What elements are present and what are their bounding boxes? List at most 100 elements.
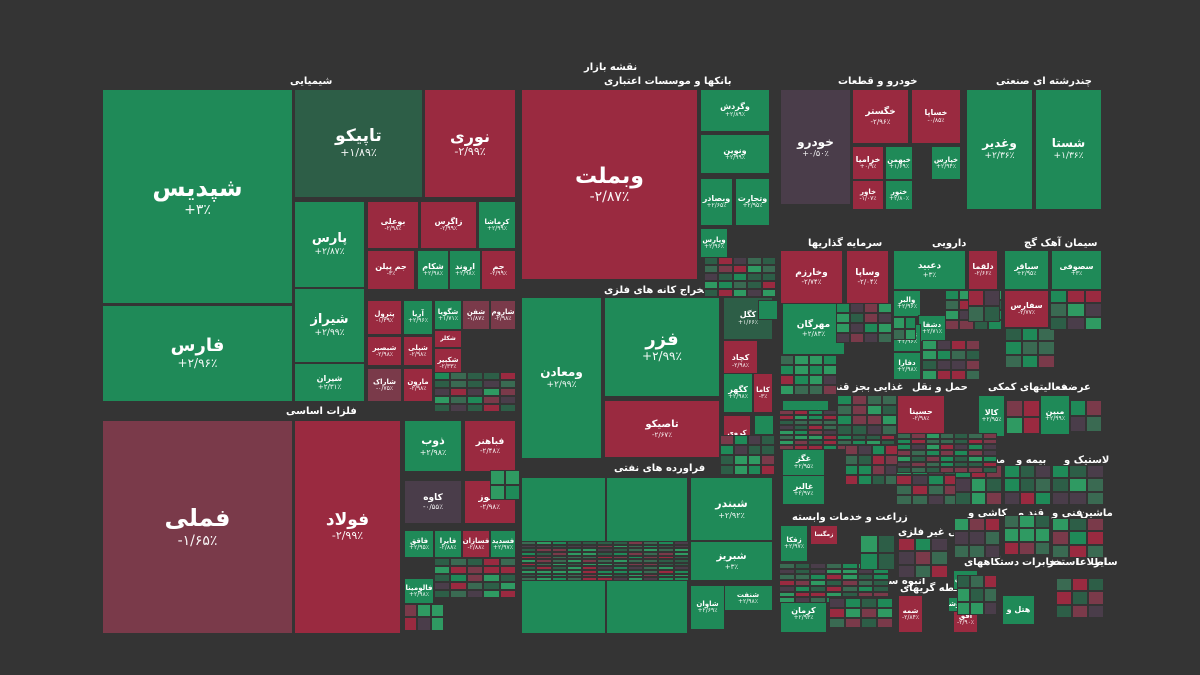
- stock-tile[interactable]: [732, 289, 748, 297]
- stock-tile[interactable]: دعبید +۳٪: [893, 250, 966, 290]
- stock-tile[interactable]: [536, 555, 552, 560]
- stock-tile[interactable]: [861, 618, 877, 628]
- stock-tile[interactable]: [779, 435, 794, 440]
- stock-tile[interactable]: [566, 573, 583, 578]
- stock-tile[interactable]: [897, 433, 912, 439]
- stock-tile[interactable]: [936, 340, 951, 350]
- stock-tile[interactable]: [1072, 591, 1088, 605]
- stock-tile[interactable]: [936, 360, 951, 370]
- stock-tile[interactable]: [1088, 604, 1104, 618]
- stock-tile[interactable]: [747, 465, 762, 475]
- stock-tile[interactable]: [808, 410, 823, 415]
- stock-tile[interactable]: [627, 559, 644, 563]
- stock-tile[interactable]: [1021, 328, 1039, 342]
- stock-tile[interactable]: [733, 435, 748, 445]
- stock-tile[interactable]: [483, 372, 500, 380]
- stock-tile[interactable]: [450, 380, 467, 388]
- stock-tile[interactable]: [780, 365, 795, 375]
- stock-tile[interactable]: [1004, 465, 1020, 479]
- stock-tile[interactable]: [984, 531, 1000, 545]
- stock-tile[interactable]: [521, 562, 537, 567]
- stock-tile[interactable]: [845, 618, 861, 628]
- stock-tile[interactable]: [566, 570, 583, 574]
- stock-tile[interactable]: [747, 455, 762, 465]
- stock-tile[interactable]: [911, 455, 926, 462]
- stock-tile[interactable]: [450, 582, 467, 590]
- stock-tile[interactable]: [1050, 303, 1068, 317]
- stock-tile[interactable]: [793, 415, 808, 420]
- stock-tile[interactable]: [841, 580, 858, 586]
- stock-tile[interactable]: [450, 558, 467, 566]
- stock-tile[interactable]: [673, 570, 689, 574]
- stock-tile[interactable]: [982, 444, 997, 451]
- stock-tile[interactable]: [925, 450, 940, 456]
- stock-tile[interactable]: [982, 450, 997, 456]
- stock-tile[interactable]: [658, 562, 674, 567]
- stock-tile[interactable]: [867, 425, 882, 435]
- stock-tile[interactable]: [793, 425, 808, 430]
- stock-tile[interactable]: [810, 591, 827, 598]
- stock-tile[interactable]: [1006, 417, 1023, 434]
- stock-tile[interactable]: [551, 570, 567, 574]
- stock-tile[interactable]: [643, 544, 659, 549]
- stock-tile[interactable]: [857, 585, 874, 592]
- stock-tile[interactable]: [732, 257, 748, 265]
- stock-tile[interactable]: خبهمن +۱/۶۹٪: [885, 146, 913, 180]
- stock-tile[interactable]: [866, 435, 881, 440]
- stock-tile[interactable]: [1034, 541, 1050, 555]
- stock-tile[interactable]: [957, 588, 971, 602]
- stock-tile[interactable]: [1004, 478, 1020, 492]
- stock-tile[interactable]: [922, 340, 937, 350]
- stock-tile[interactable]: [852, 415, 867, 425]
- stock-tile[interactable]: [536, 566, 552, 571]
- stock-tile[interactable]: [434, 388, 451, 396]
- stock-tile[interactable]: [718, 257, 733, 265]
- stock-tile[interactable]: [566, 541, 583, 545]
- stock-tile[interactable]: [718, 281, 733, 289]
- stock-tile[interactable]: [826, 563, 842, 569]
- stock-tile[interactable]: [954, 518, 970, 532]
- stock-tile[interactable]: [837, 405, 852, 415]
- stock-tile[interactable]: [880, 440, 895, 445]
- stock-tile[interactable]: [597, 570, 613, 574]
- stock-tile[interactable]: [1050, 290, 1068, 304]
- stock-tile[interactable]: [566, 566, 583, 571]
- stock-tile[interactable]: [970, 478, 987, 492]
- stock-tile[interactable]: [1019, 541, 1035, 555]
- stock-tile[interactable]: [794, 568, 811, 575]
- stock-tile[interactable]: [936, 350, 951, 360]
- stock-tile[interactable]: [582, 573, 598, 578]
- stock-tile[interactable]: [718, 265, 733, 273]
- stock-tile[interactable]: سفارس -۲/۷۷٪: [1004, 290, 1049, 328]
- stock-tile[interactable]: [704, 273, 719, 281]
- stock-tile[interactable]: شستا +۱/۳۶٪: [1035, 89, 1102, 210]
- stock-tile[interactable]: [861, 608, 877, 618]
- stock-tile[interactable]: [794, 574, 811, 581]
- stock-tile[interactable]: [955, 478, 971, 492]
- stock-tile[interactable]: [404, 604, 418, 618]
- stock-tile[interactable]: [658, 573, 674, 578]
- stock-tile[interactable]: [643, 573, 659, 578]
- stock-tile[interactable]: [551, 559, 567, 563]
- stock-tile[interactable]: [982, 461, 997, 468]
- stock-tile[interactable]: [521, 566, 537, 571]
- stock-tile[interactable]: [877, 535, 895, 553]
- stock-tile[interactable]: [983, 575, 997, 589]
- stock-tile[interactable]: [945, 310, 960, 320]
- stock-tile[interactable]: [1067, 316, 1085, 330]
- stock-tile[interactable]: وتجارت +۲/۹۵٪: [735, 178, 770, 226]
- stock-tile[interactable]: [627, 570, 644, 574]
- stock-tile[interactable]: [873, 574, 889, 581]
- stock-tile[interactable]: [658, 541, 674, 545]
- stock-tile[interactable]: [1086, 544, 1104, 558]
- stock-tile[interactable]: [877, 598, 893, 608]
- stock-tile[interactable]: [658, 548, 674, 552]
- stock-tile[interactable]: [793, 440, 808, 445]
- stock-tile[interactable]: [627, 541, 644, 545]
- stock-tile[interactable]: [673, 555, 689, 560]
- stock-tile[interactable]: جم -۲/۹۹٪: [481, 250, 516, 290]
- stock-tile[interactable]: [582, 566, 598, 571]
- stock-tile[interactable]: [779, 425, 794, 430]
- stock-tile[interactable]: [643, 548, 659, 552]
- stock-tile[interactable]: [754, 415, 774, 435]
